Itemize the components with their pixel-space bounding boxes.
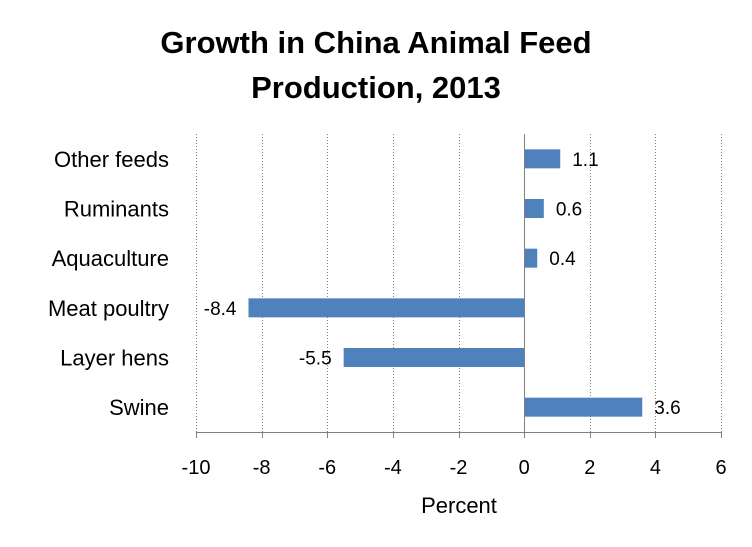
bar-aquaculture: [524, 248, 538, 268]
data-labels: 1.1 0.6 0.4 -8.4 -5.5 3.6: [204, 150, 681, 419]
x-tick-label-2: -6: [318, 457, 336, 479]
x-tick-label-4: -2: [450, 457, 468, 479]
bar-layer-hens: [343, 348, 525, 367]
x-axis-title: Percent: [421, 493, 497, 518]
data-label-1: 0.6: [556, 200, 582, 221]
x-tick-label-8: 6: [715, 457, 726, 479]
bar-other-feeds: [524, 149, 561, 169]
data-label-4: -5.5: [299, 349, 332, 370]
x-tick-label-1: -8: [253, 457, 271, 479]
category-label-5: Swine: [109, 395, 169, 420]
category-label-0: Other feeds: [54, 147, 169, 172]
category-label-4: Layer hens: [60, 346, 169, 371]
bars: [248, 149, 643, 417]
data-label-3: -8.4: [204, 299, 237, 320]
x-tick-label-3: -4: [384, 457, 402, 479]
bar-ruminants: [524, 199, 544, 218]
category-label-3: Meat poultry: [48, 296, 169, 321]
data-label-5: 3.6: [654, 398, 680, 419]
bar-meat-poultry: [248, 298, 525, 318]
x-tick-label-6: 2: [584, 457, 595, 479]
chart-title-line-2: Production, 2013: [251, 70, 501, 105]
x-tick-label-0: -10: [182, 457, 211, 479]
category-label-2: Aquaculture: [52, 246, 169, 271]
chart-title-line-1: Growth in China Animal Feed: [160, 25, 591, 60]
category-labels: Other feeds Ruminants Aquaculture Meat poul…: [48, 147, 169, 420]
data-label-0: 1.1: [572, 150, 598, 171]
axes: [196, 134, 722, 438]
x-tick-label-7: 4: [650, 457, 661, 479]
bar-swine: [524, 397, 643, 417]
data-label-2: 0.4: [549, 249, 576, 270]
x-tick-label-5: 0: [519, 457, 530, 479]
gridlines: [196, 134, 722, 432]
category-label-1: Ruminants: [64, 197, 169, 222]
chart-title: Growth in China Animal Feed Production, …: [160, 25, 591, 105]
x-tick-labels: -10 -8 -6 -4 -2 0 2 4 6: [182, 457, 727, 479]
